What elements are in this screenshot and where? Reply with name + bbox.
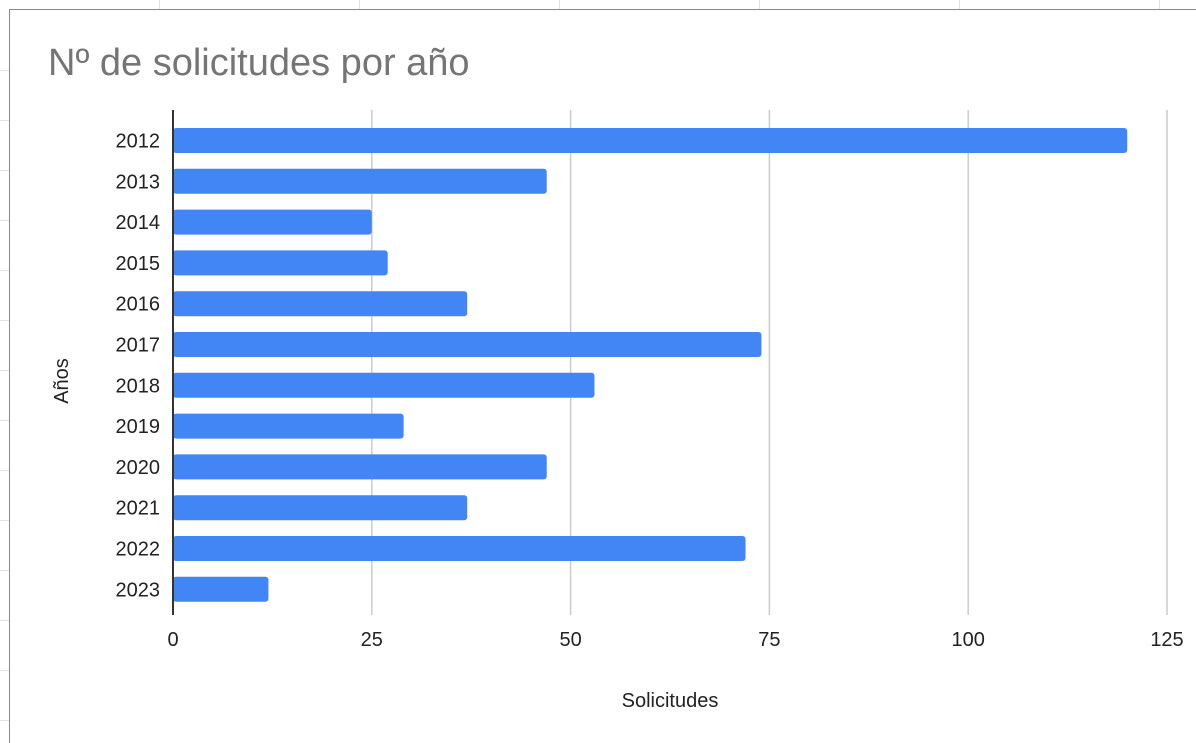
y-tick-label: 2017 bbox=[116, 335, 161, 357]
y-tick-label: 2013 bbox=[116, 171, 161, 193]
x-axis-title: Solicitudes bbox=[622, 690, 719, 712]
y-axis-title: Años bbox=[51, 358, 73, 404]
y-tick-label: 2023 bbox=[116, 579, 161, 601]
bar-2013 bbox=[173, 168, 547, 194]
bar-2022 bbox=[173, 536, 746, 561]
bar-2023 bbox=[173, 576, 269, 602]
y-tick-label: 2014 bbox=[116, 212, 161, 234]
y-tick-label: 2021 bbox=[116, 498, 161, 520]
bar-2021 bbox=[173, 495, 468, 521]
bar-2019 bbox=[173, 413, 404, 439]
y-tick-label: 2019 bbox=[116, 416, 161, 438]
bar-2018 bbox=[173, 372, 595, 398]
y-tick-label: 2020 bbox=[116, 457, 161, 479]
x-tick-label: 0 bbox=[167, 629, 178, 651]
bar-2014 bbox=[173, 209, 372, 235]
bar-2012 bbox=[173, 128, 1128, 153]
y-tick-label: 2012 bbox=[116, 131, 161, 153]
bar-2017 bbox=[173, 332, 762, 357]
x-tick-label: 125 bbox=[1150, 629, 1183, 651]
y-tick-label: 2016 bbox=[116, 294, 161, 316]
bar-2020 bbox=[173, 454, 547, 480]
bar-2016 bbox=[173, 291, 468, 317]
x-tick-label: 100 bbox=[952, 629, 985, 651]
chart-title: Nº de solicitudes por año bbox=[48, 42, 470, 84]
bar-2015 bbox=[173, 250, 388, 276]
x-tick-label: 50 bbox=[559, 629, 581, 651]
y-tick-label: 2015 bbox=[116, 253, 161, 275]
y-tick-label: 2018 bbox=[116, 375, 161, 397]
x-tick-label: 25 bbox=[361, 629, 383, 651]
y-tick-label: 2022 bbox=[116, 539, 161, 561]
x-tick-label: 75 bbox=[758, 629, 780, 651]
